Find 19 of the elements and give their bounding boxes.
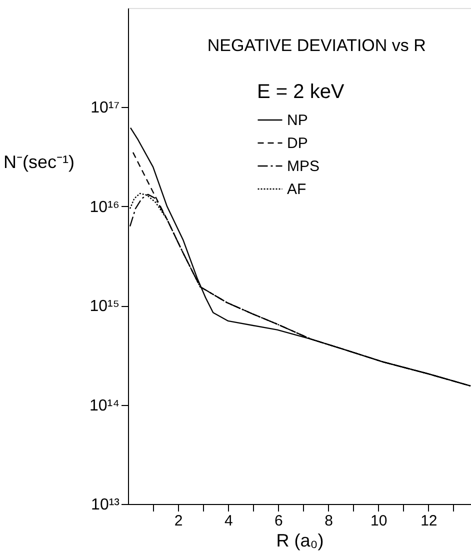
text: NEGATIVE DEVIATION vs R: [207, 36, 426, 55]
x-tick-label: 8: [324, 512, 333, 530]
legend-label: AF: [287, 181, 306, 198]
x-tick-label: 4: [224, 512, 233, 530]
y-tick-label: 10¹⁶: [90, 198, 120, 216]
x-tick-label: 12: [420, 512, 438, 530]
x-tick-label: 2: [174, 512, 183, 530]
x-tick-label: 10: [370, 512, 388, 530]
y-tick-label: 10¹⁴: [90, 397, 120, 414]
y-tick-label: 10¹⁵: [90, 298, 120, 316]
legend-label: NP: [287, 112, 308, 129]
x-tick-label: 6: [274, 512, 283, 530]
y-axis-title: N⁻(sec⁻¹): [4, 152, 74, 172]
legend-label: DP: [287, 135, 308, 152]
y-tick-label: 10¹³: [91, 496, 120, 514]
y-tick-label: 10¹⁷: [90, 100, 120, 117]
x-axis-title: R (a₀): [276, 530, 324, 550]
legend-title: E = 2 keV: [257, 81, 345, 103]
legend-label: MPS: [287, 158, 320, 175]
